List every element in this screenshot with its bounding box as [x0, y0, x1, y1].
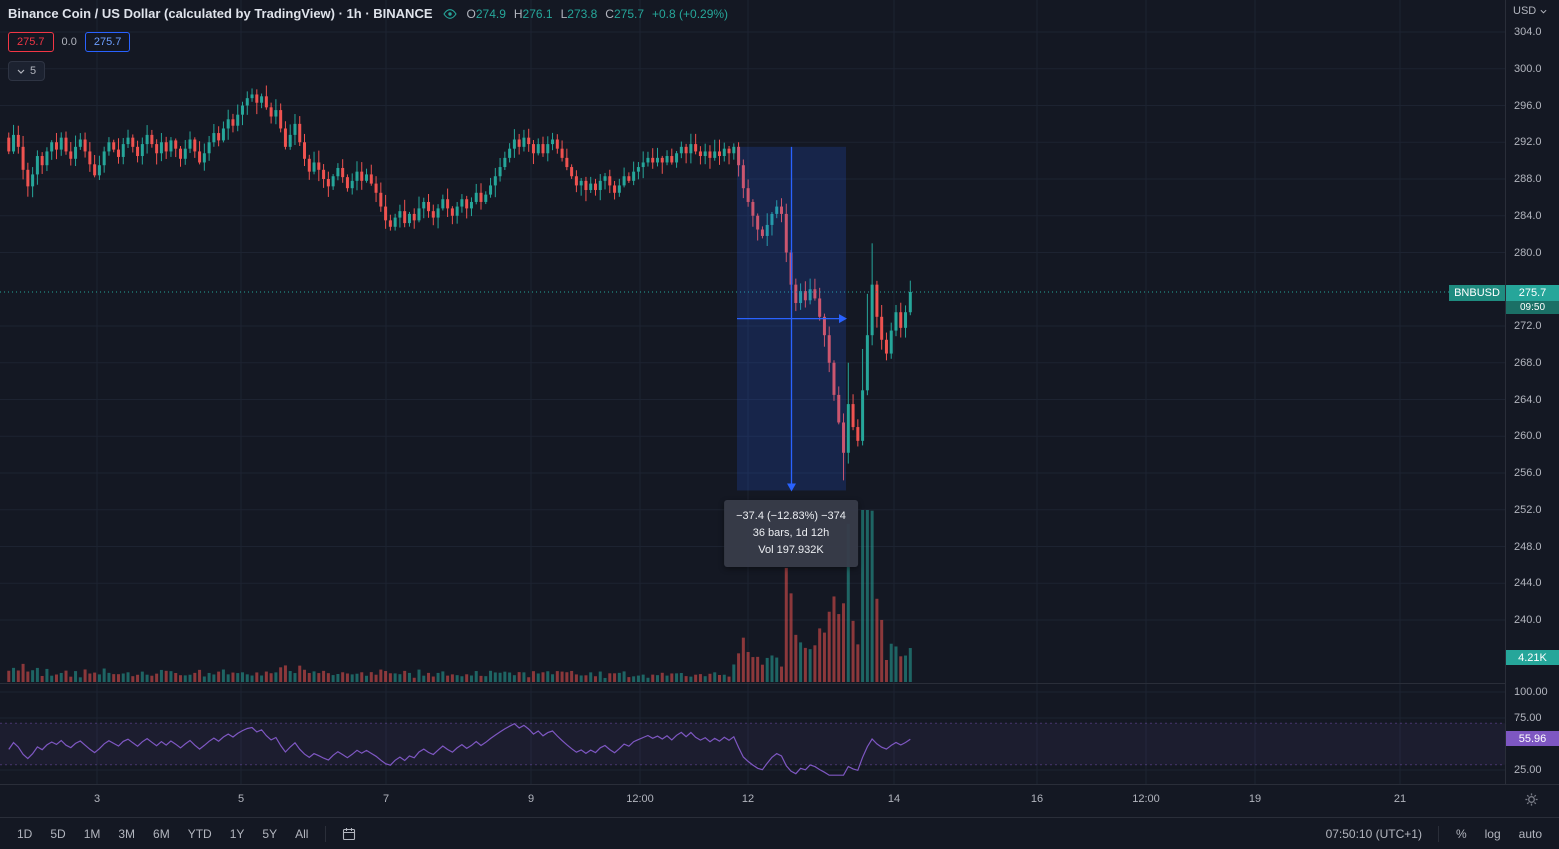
- change-value: +0.8 (+0.29%): [652, 6, 729, 21]
- chart-legend: Binance Coin / US Dollar (calculated by …: [8, 6, 728, 21]
- time-label: 19: [1248, 793, 1262, 805]
- legend-collapse-button[interactable]: 5: [8, 61, 46, 81]
- volume-badge: 4.21K: [1506, 650, 1559, 665]
- open-value: 274.9: [475, 6, 506, 21]
- time-label: 12:00: [626, 793, 654, 805]
- ohlc-values: O274.9 H276.1 L273.8 C275.7 +0.8 (+0.29%…: [467, 7, 729, 21]
- toolbar-divider: [325, 826, 327, 842]
- price-tick: 264.0: [1514, 393, 1542, 406]
- percent-scale-button[interactable]: %: [1455, 827, 1467, 841]
- range-6m-button[interactable]: 6M: [153, 827, 170, 841]
- price-tick: 288.0: [1514, 173, 1542, 185]
- range-5d-button[interactable]: 5D: [50, 827, 66, 841]
- measure-change: −37.4 (−12.83%) −374: [736, 510, 846, 522]
- range-buttons: 1D 5D 1M 3M 6M YTD 1Y 5Y All: [0, 823, 372, 845]
- rsi-tick: 100.00: [1514, 686, 1548, 698]
- rsi-tick: 25.00: [1514, 764, 1542, 776]
- sell-price-box[interactable]: 275.7: [8, 32, 54, 52]
- range-5y-button[interactable]: 5Y: [262, 827, 278, 841]
- low-label: L: [560, 6, 568, 21]
- auto-scale-button[interactable]: auto: [1518, 827, 1542, 841]
- range-1m-button[interactable]: 1M: [83, 827, 101, 841]
- price-badge-symbol: BNBUSD: [1449, 285, 1505, 301]
- chevron-down-icon: [1540, 9, 1547, 14]
- range-ytd-button[interactable]: YTD: [187, 827, 212, 841]
- time-label: 16: [1030, 793, 1044, 805]
- calendar-icon[interactable]: [336, 824, 362, 844]
- price-tick: 296.0: [1514, 99, 1542, 112]
- rsi-tick: 75.00: [1514, 712, 1542, 724]
- price-tick: 300.0: [1514, 62, 1542, 75]
- price-tick: 240.0: [1514, 614, 1542, 626]
- low-value: 273.8: [567, 6, 598, 21]
- rsi-badge: 55.96: [1506, 731, 1559, 746]
- time-label: 3: [93, 793, 101, 805]
- time-label: 7: [382, 793, 390, 805]
- time-label: 14: [887, 793, 901, 805]
- high-label: H: [513, 6, 523, 21]
- price-tick: 304.0: [1514, 26, 1542, 38]
- eye-icon[interactable]: [442, 8, 457, 19]
- price-boxes: 275.7 0.0 275.7: [8, 32, 131, 52]
- high-value: 276.1: [522, 6, 553, 21]
- scale-controls: 07:50:10 (UTC+1) % log auto: [1310, 823, 1559, 845]
- gear-icon[interactable]: [1524, 792, 1539, 807]
- price-scale-column[interactable]: USD 304.0 300.0 296.0 292.0 288.0 284.0 280.0 2…: [1505, 0, 1559, 817]
- range-1y-button[interactable]: 1Y: [229, 827, 245, 841]
- price-badge-value: 275.7: [1506, 285, 1559, 301]
- spread-value: 0.0: [61, 36, 77, 48]
- time-label: 12:00: [1132, 793, 1160, 805]
- symbol-title[interactable]: Binance Coin / US Dollar (calculated by …: [8, 6, 433, 21]
- log-scale-button[interactable]: log: [1484, 827, 1501, 841]
- price-chart[interactable]: [0, 0, 1505, 784]
- range-all-button[interactable]: All: [295, 827, 309, 841]
- price-tick: 256.0: [1514, 467, 1542, 479]
- open-label: O: [466, 6, 476, 21]
- currency-selector[interactable]: USD: [1513, 5, 1547, 17]
- time-label: 12: [741, 793, 755, 805]
- price-tick: 260.0: [1514, 430, 1542, 443]
- buy-price-box[interactable]: 275.7: [84, 32, 131, 52]
- clock[interactable]: 07:50:10 (UTC+1): [1325, 827, 1422, 841]
- price-tick: 292.0: [1514, 136, 1542, 149]
- toolbar-divider: [1437, 826, 1439, 842]
- price-tick: 252.0: [1514, 503, 1542, 516]
- price-tick: 280.0: [1514, 246, 1542, 259]
- bar-countdown: 09:50: [1506, 301, 1559, 314]
- price-tick: 244.0: [1514, 577, 1542, 590]
- hidden-indicators-count: 5: [30, 65, 37, 77]
- range-3m-button[interactable]: 3M: [118, 827, 136, 841]
- measure-bars: 36 bars, 1d 12h: [752, 527, 830, 539]
- time-label: 5: [237, 793, 245, 805]
- close-value: 275.7: [613, 6, 644, 21]
- close-label: C: [605, 6, 614, 21]
- chevron-down-icon: [17, 69, 25, 74]
- measure-tooltip: −37.4 (−12.83%) −374 36 bars, 1d 12h Vol…: [724, 500, 858, 567]
- range-1d-button[interactable]: 1D: [17, 827, 33, 841]
- price-tick: 268.0: [1514, 356, 1542, 369]
- price-tick: 248.0: [1514, 540, 1542, 553]
- price-tick: 284.0: [1514, 209, 1542, 222]
- time-label: 9: [527, 793, 535, 805]
- currency-label: USD: [1513, 5, 1537, 17]
- measure-volume: Vol 197.932K: [758, 544, 824, 556]
- price-tick: 272.0: [1514, 320, 1542, 332]
- time-axis[interactable]: 3 5 7 9 12:00 12 14 16 12:00 19 21: [0, 784, 1559, 818]
- time-label: 21: [1393, 793, 1407, 805]
- bottom-toolbar: 1D 5D 1M 3M 6M YTD 1Y 5Y All 07:50:10 (U…: [0, 817, 1559, 849]
